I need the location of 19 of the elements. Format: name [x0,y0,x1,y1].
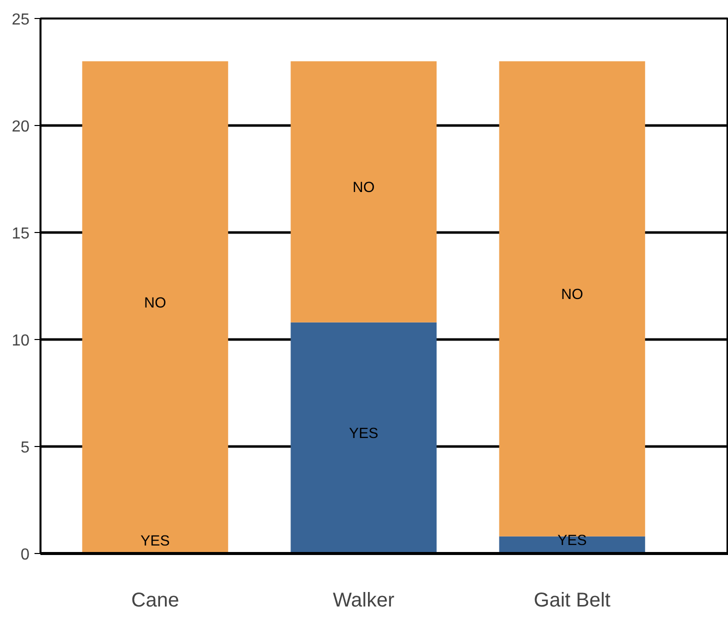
x-tick-label: Gait Belt [534,590,611,612]
y-tick-label: 15 [12,226,30,242]
text: NO [352,180,375,196]
y-tick-label: 5 [20,440,30,456]
y-tick-label: 20 [12,118,30,136]
bar [82,61,228,554]
y-tick-label: 25 [12,12,30,28]
bar [499,61,646,536]
x-tick-label: Cane [131,590,180,612]
text: YES [348,426,378,442]
y-tick-label: 0 [20,546,30,564]
series-label: NO [144,295,166,312]
y-tick-label: 10 [12,332,30,350]
text: NO [561,286,584,303]
text: YES [140,534,170,550]
x-tick-label: Walker [332,590,395,612]
bar [290,322,437,554]
series-label: YES [557,532,588,549]
bar [290,61,437,322]
